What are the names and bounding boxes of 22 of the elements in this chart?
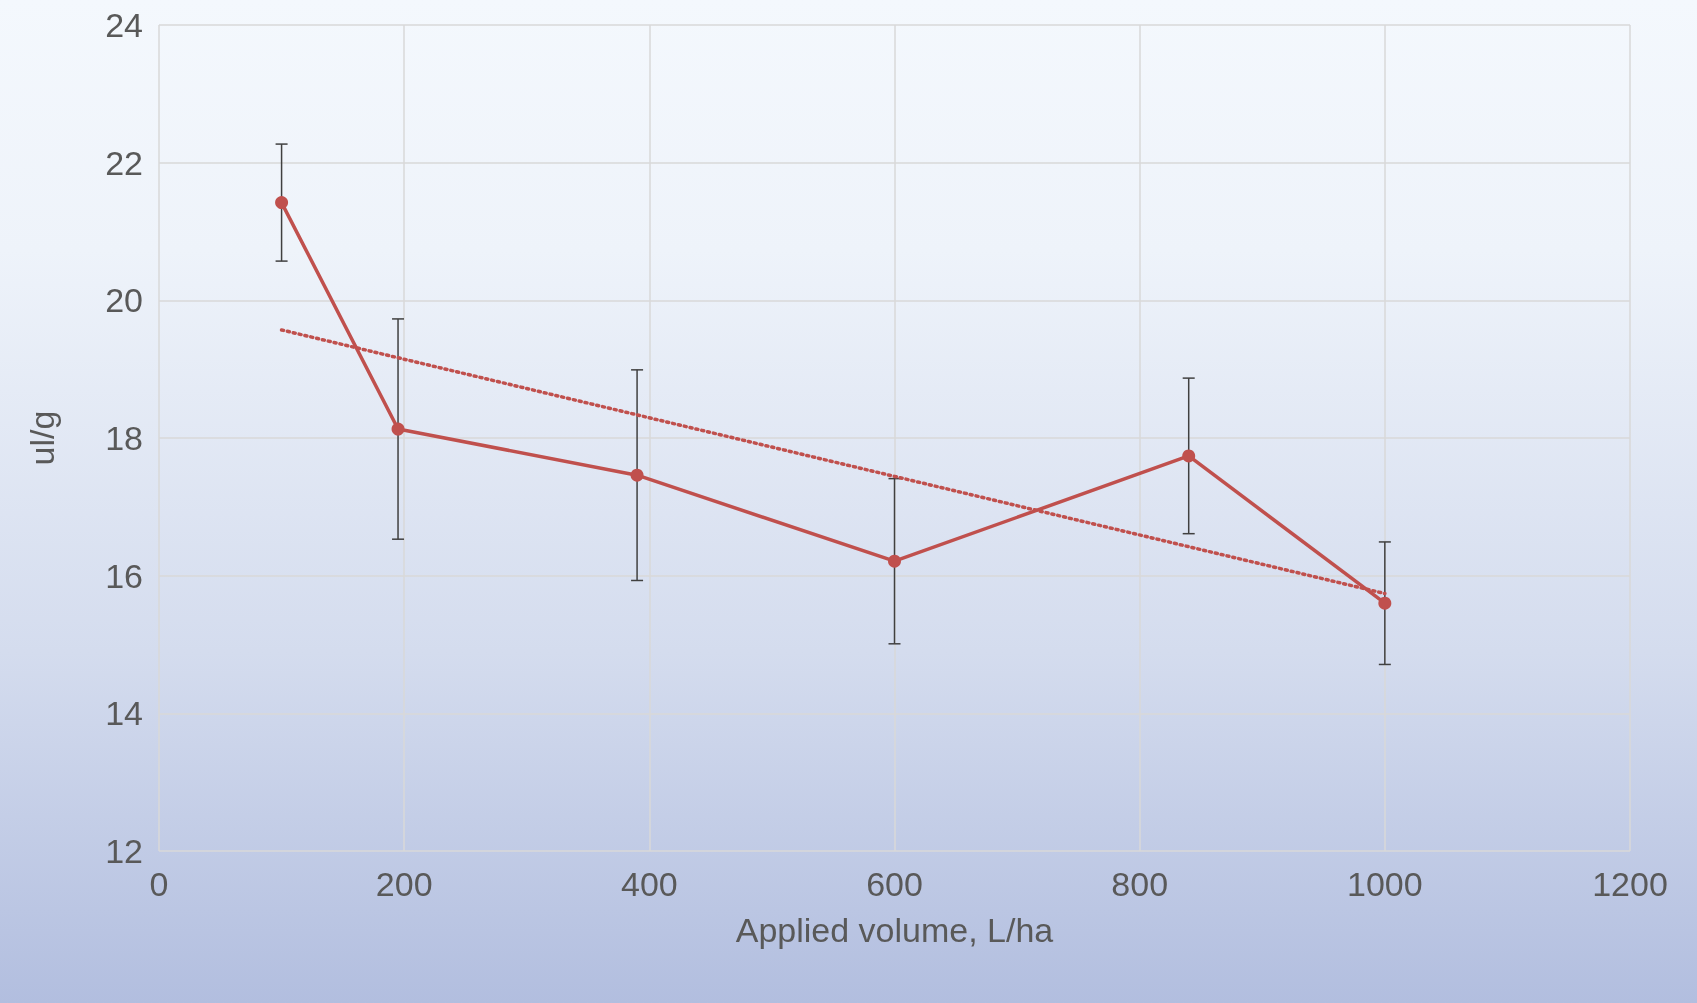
y-tick-label: 22 — [105, 143, 143, 182]
y-tick-label: 12 — [105, 832, 143, 870]
y-tick-label: 24 — [105, 6, 143, 44]
point — [888, 554, 901, 568]
x-axis-title: Applied volume, L/ha — [735, 911, 1054, 949]
x-tick-label: 200 — [375, 865, 433, 903]
point — [1182, 449, 1196, 463]
y-tick-label: 20 — [105, 281, 143, 320]
x-tick-label: 1200 — [1592, 865, 1668, 903]
x-tick-label: 400 — [620, 865, 678, 903]
x-tick-label: 1000 — [1347, 865, 1423, 903]
point — [391, 422, 405, 436]
x-tick-label: 0 — [149, 865, 169, 903]
point — [1378, 596, 1392, 610]
y-tick-label: 14 — [105, 694, 143, 733]
y-tick-label: 18 — [105, 419, 143, 457]
point — [630, 468, 644, 482]
y-axis-title: ul/g — [23, 410, 61, 466]
y-tick-label: 16 — [105, 556, 143, 595]
x-tick-label: 600 — [866, 865, 923, 903]
point — [275, 196, 289, 210]
x-tick-label: 800 — [1111, 865, 1169, 903]
